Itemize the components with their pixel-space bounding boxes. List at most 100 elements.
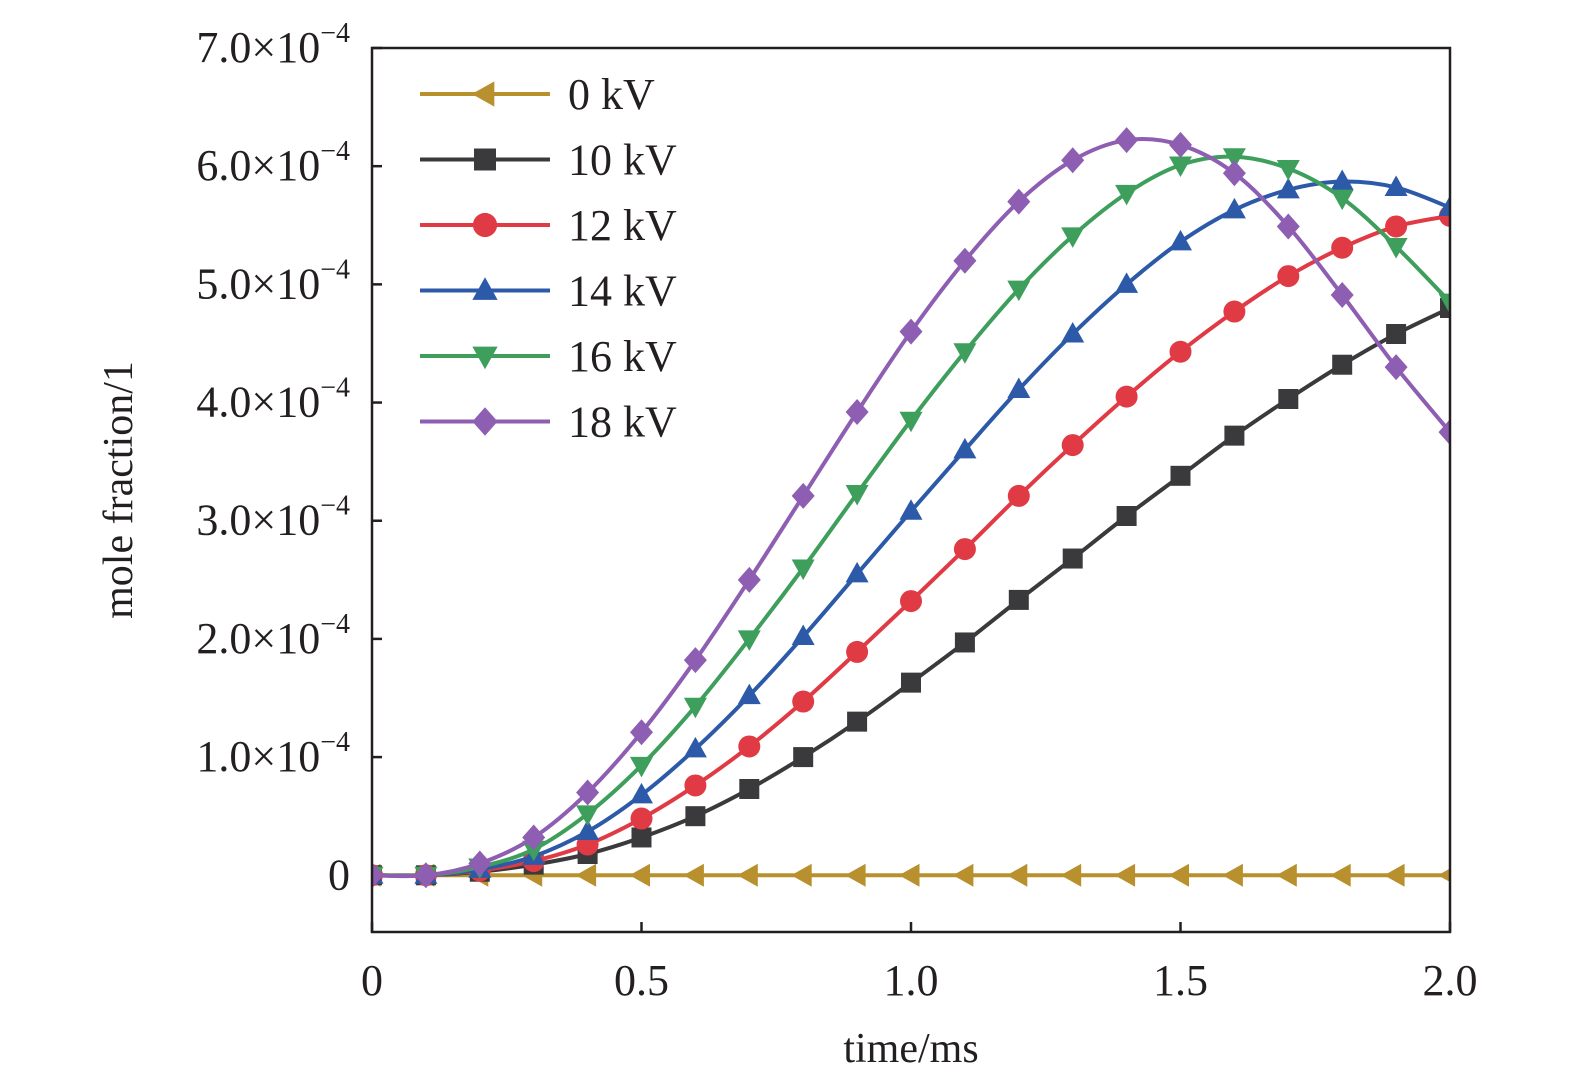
data-point-18-kv [1276,213,1300,240]
legend-marker [472,407,498,436]
series-layer [372,127,1450,889]
data-point-18-kv [845,399,869,425]
data-point-16-kv [953,343,977,364]
data-point-12-kv [953,538,976,561]
data-point-10-kv [1062,548,1083,569]
x-tick-label: 0 [361,956,383,1005]
data-point-14-kv [1384,175,1408,196]
legend-marker [474,148,496,171]
data-point-0-kv [791,863,812,887]
data-point-16-kv [576,805,600,826]
data-point-14-kv [683,736,707,758]
data-point-10-kv [685,806,706,827]
data-point-0-kv [629,863,650,887]
data-point-14-kv [737,683,761,705]
data-point-12-kv [1385,215,1408,238]
data-point-10-kv [1008,589,1029,610]
data-point-14-kv [576,819,600,841]
data-point-0-kv [845,863,866,887]
data-point-10-kv [1386,324,1407,344]
legend-item-12-kv: 12 kV [420,201,677,250]
data-point-16-kv [845,485,869,506]
y-tick-label: 6.0×10−4 [196,136,350,190]
data-point-16-kv [737,630,761,651]
data-point-14-kv [1061,322,1085,343]
data-point-12-kv [1331,236,1354,259]
y-tick-label: 4.0×10−4 [196,373,350,427]
data-point-12-kv [1007,484,1030,507]
data-point-16-kv [899,411,923,433]
legend-marker [472,277,498,300]
data-point-18-kv [1330,282,1354,308]
data-point-18-kv [1222,160,1246,187]
y-tick-label: 2.0×10−4 [196,609,350,663]
data-point-0-kv [683,863,704,887]
data-point-18-kv [372,862,384,889]
data-point-10-kv [954,632,975,653]
data-point-10-kv [1170,465,1191,486]
series-14-kv [372,169,1450,884]
data-point-18-kv [576,779,600,806]
data-point-16-kv [1061,227,1085,248]
data-point-0-kv [1222,863,1243,887]
data-point-0-kv [1384,863,1405,887]
data-point-16-kv [791,559,815,580]
data-point-18-kv [737,566,761,593]
data-point-16-kv [1330,189,1354,211]
data-point-16-kv [683,697,707,719]
data-point-18-kv [630,719,653,746]
x-tick-label: 2.0 [1423,956,1478,1005]
x-axis-title: time/ms [843,1026,978,1072]
data-point-12-kv [1223,300,1246,323]
data-point-18-kv [1007,188,1031,215]
data-point-14-kv [630,782,653,804]
legend-item-0-kv: 0 kV [420,70,655,119]
data-point-10-kv [1440,298,1450,318]
data-point-16-kv [522,840,546,862]
data-point-14-kv [1438,195,1450,217]
legend-item-14-kv: 14 kV [420,267,677,316]
data-point-18-kv [414,862,438,889]
data-point-12-kv [900,590,922,613]
plot-area-frame [370,46,1452,934]
data-point-18-kv [683,647,707,674]
data-point-18-kv [1115,127,1139,154]
data-point-0-kv [1330,863,1351,887]
data-point-14-kv [899,499,923,520]
data-point-18-kv [468,850,492,877]
data-point-0-kv [737,863,758,887]
data-point-18-kv [522,824,546,851]
data-point-16-kv [630,756,653,778]
data-point-14-kv [953,437,977,459]
data-point-10-kv [1278,389,1299,409]
legend-label: 12 kV [568,201,677,250]
data-point-16-kv [1169,156,1192,177]
legend-item-10-kv: 10 kV [420,136,677,185]
data-point-0-kv [899,863,920,887]
y-axis-ticks: 0 1.0×10−4 2.0×10−4 3.0×10−4 4.0×10−4 5.0×10−… [196,18,382,899]
data-point-18-kv [1384,354,1408,381]
data-point-0-kv [575,863,597,887]
data-point-0-kv [1276,863,1297,887]
legend-marker [472,346,498,370]
data-point-12-kv [684,774,707,797]
data-point-0-kv [1168,863,1189,887]
x-tick-label: 1.5 [1153,956,1208,1005]
data-point-16-kv [1007,280,1031,302]
data-point-0-kv [952,863,974,887]
y-tick-label: 5.0×10−4 [196,254,350,308]
legend-label: 18 kV [568,398,677,447]
data-point-16-kv [1115,184,1139,206]
data-point-18-kv [1438,419,1450,446]
data-point-10-kv [847,711,868,732]
data-point-18-kv [791,482,815,509]
data-point-18-kv [899,318,923,345]
legend-item-16-kv: 16 kV [420,332,677,381]
data-point-12-kv [1115,385,1138,408]
legend-label: 10 kV [568,136,677,185]
data-point-14-kv [1007,377,1031,399]
y-tick-label: 3.0×10−4 [196,491,350,545]
data-point-12-kv [792,690,815,713]
data-point-10-kv [739,779,760,799]
